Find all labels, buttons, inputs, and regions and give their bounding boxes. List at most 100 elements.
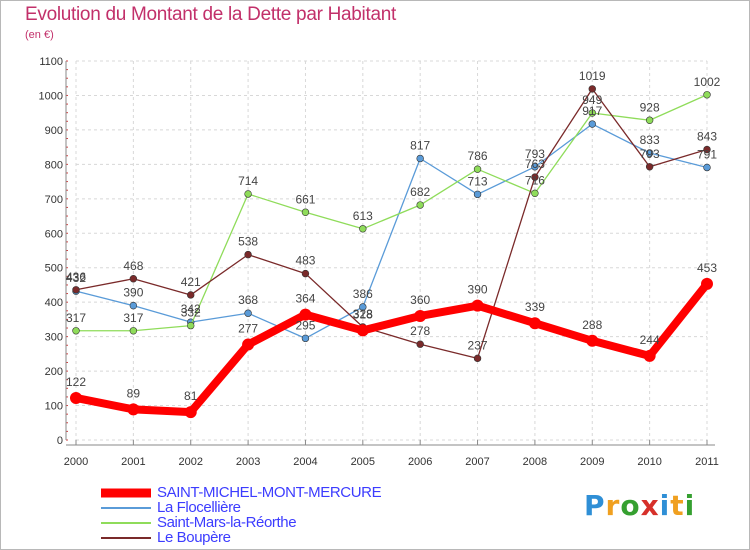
data-label: 332 — [181, 306, 201, 320]
data-label: 763 — [525, 157, 545, 171]
data-label: 317 — [123, 311, 143, 325]
data-point — [588, 120, 596, 128]
data-point — [129, 275, 138, 283]
chart-title: Evolution du Montant de la Dette par Hab… — [25, 4, 396, 25]
y-tick-label: 900 — [45, 125, 63, 137]
data-label: 468 — [123, 259, 143, 273]
y-tick-label: 400 — [45, 297, 63, 309]
y-tick-label: 800 — [45, 159, 63, 171]
x-tick-label: 2001 — [121, 456, 145, 468]
data-point — [473, 354, 482, 363]
data-label: 386 — [353, 287, 373, 301]
y-tick-label: 500 — [45, 263, 63, 275]
y-tick-label: 0 — [57, 435, 63, 447]
legend-swatch — [101, 521, 151, 524]
x-tick-label: 2004 — [293, 456, 317, 468]
data-label: 317 — [66, 311, 86, 325]
data-point — [416, 154, 424, 163]
y-tick-label: 200 — [45, 366, 63, 378]
data-point — [588, 109, 596, 117]
x-tick-label: 2006 — [408, 456, 432, 468]
data-label: 288 — [582, 318, 602, 332]
logo-letter: o — [620, 489, 641, 522]
data-label: 453 — [697, 261, 717, 275]
data-label: 390 — [123, 286, 143, 300]
data-label: 368 — [238, 293, 258, 307]
data-point — [645, 163, 654, 171]
data-point — [242, 338, 255, 351]
data-label: 538 — [238, 235, 258, 249]
data-point — [473, 165, 482, 173]
data-label: 360 — [410, 293, 430, 307]
data-label: 436 — [66, 270, 86, 284]
data-point — [531, 163, 539, 171]
data-point — [301, 269, 310, 278]
data-point — [359, 303, 367, 311]
data-label: 432 — [66, 271, 86, 285]
data-point — [586, 334, 599, 347]
x-tick-label: 2002 — [178, 456, 202, 468]
y-tick-label: 1000 — [39, 90, 63, 102]
data-point — [703, 145, 711, 154]
data-labels: 432 390 342 368 295 386 817 713 793 917 833 791 317 3… — [66, 69, 721, 403]
logo-letter: r — [605, 489, 621, 522]
data-label: 949 — [582, 93, 602, 107]
legend-label: La Flocellière — [157, 499, 241, 516]
data-point — [127, 403, 140, 416]
data-label: 364 — [295, 292, 315, 306]
logo-letter: t — [670, 489, 685, 522]
legend-swatch — [101, 536, 151, 539]
legend: SAINT-MICHEL-MONT-MERCURE La Flocellière S… — [101, 484, 382, 546]
data-point — [356, 324, 369, 337]
x-tick-label: 2008 — [523, 456, 547, 468]
y-tick-label: 1100 — [39, 56, 63, 68]
y-tick-label: 700 — [45, 194, 63, 206]
x-tick-label: 2010 — [637, 456, 661, 468]
y-tick-label: 600 — [45, 228, 63, 240]
data-point — [416, 201, 424, 209]
data-label: 791 — [697, 147, 717, 161]
legend-label: Le Boupère — [157, 529, 231, 546]
data-point — [244, 309, 252, 317]
data-point — [129, 301, 138, 310]
data-label: 786 — [468, 149, 488, 163]
data-point — [471, 299, 484, 312]
x-tick-label: 2000 — [64, 456, 88, 468]
data-point — [414, 309, 427, 322]
data-label: 716 — [525, 173, 545, 187]
data-label: 661 — [295, 192, 315, 206]
data-label: 793 — [525, 147, 545, 161]
legend-label: SAINT-MICHEL-MONT-MERCURE — [157, 484, 382, 501]
data-label: 483 — [295, 254, 315, 268]
data-label: 81 — [184, 389, 198, 403]
data-point — [244, 190, 252, 198]
data-point — [72, 327, 80, 335]
data-point — [528, 317, 541, 330]
logo-text: Proxiti — [584, 489, 695, 522]
data-point — [301, 208, 310, 216]
data-label: 244 — [640, 333, 660, 347]
legend-item: La Flocellière — [101, 500, 381, 515]
data-label: 714 — [238, 174, 258, 188]
data-label: 817 — [410, 139, 430, 153]
legend-label: Saint-Mars-la-Réorthe — [157, 514, 297, 531]
series-line — [72, 279, 711, 417]
data-point — [301, 334, 310, 343]
series — [70, 85, 713, 419]
data-point — [645, 149, 654, 157]
data-point — [244, 250, 252, 259]
data-point — [72, 286, 80, 294]
data-point — [416, 340, 424, 348]
data-label: 390 — [468, 283, 488, 297]
data-label: 277 — [238, 322, 258, 336]
data-label: 713 — [468, 174, 488, 188]
legend-swatch — [101, 488, 151, 497]
data-label: 928 — [640, 100, 660, 114]
data-label: 89 — [127, 386, 141, 400]
logo-letter: x — [640, 489, 660, 522]
data-point — [359, 225, 367, 233]
data-point — [187, 291, 195, 299]
data-point — [473, 190, 482, 199]
data-label: 318 — [353, 307, 373, 321]
